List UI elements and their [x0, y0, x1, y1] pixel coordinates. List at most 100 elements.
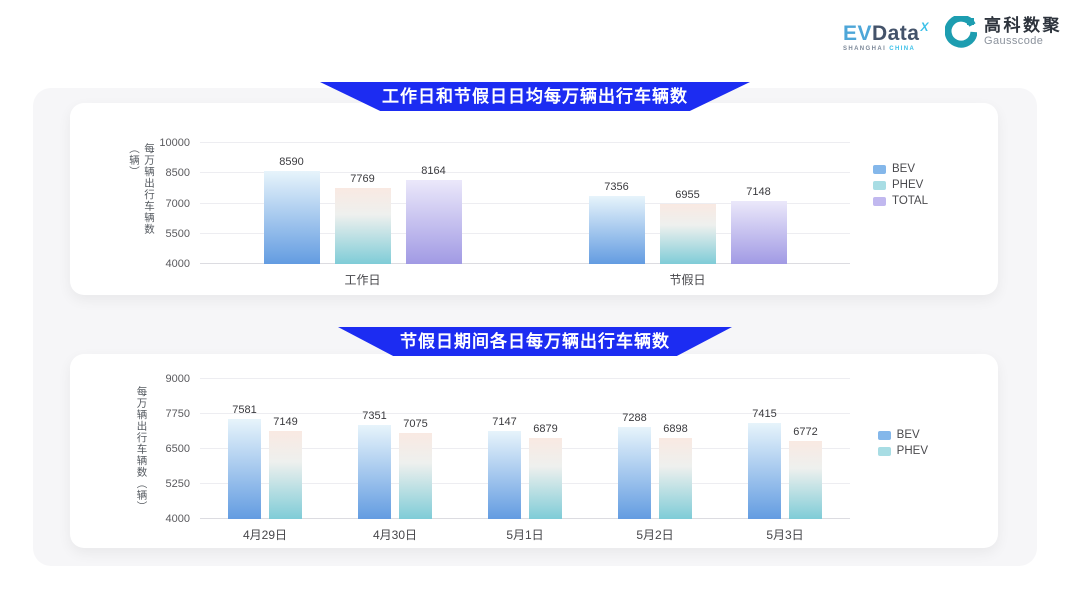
- bar-value-label: 6955: [675, 189, 700, 202]
- y-tick-label: 7750: [165, 408, 190, 420]
- bar-cluster: 7351 7075: [358, 410, 432, 519]
- legend-label: BEV: [892, 163, 916, 175]
- x-axis-category-label: 4月30日: [372, 528, 418, 542]
- bar-groups: 7581 7149 4月29日 7351 7075 4月30日 7147 6879 5月1日 72…: [200, 404, 850, 542]
- bev-bar[interactable]: [358, 425, 391, 519]
- bar-cluster: 7147 6879: [488, 416, 562, 519]
- bar-with-label: 7288: [618, 412, 651, 519]
- y-tick-label: 4000: [165, 258, 190, 270]
- bar-value-label: 6879: [533, 423, 558, 436]
- legend-item-phev[interactable]: PHEV: [877, 445, 928, 457]
- gausscode-english-name: Gausscode: [984, 34, 1044, 47]
- bar-group: 7356 6955 7148 节假日: [588, 181, 787, 287]
- phev-bar[interactable]: [269, 430, 302, 519]
- gridline: [200, 263, 850, 264]
- gausscode-text: 高科数聚 Gausscode: [984, 16, 1062, 48]
- phev-bar[interactable]: [529, 438, 562, 519]
- bar-with-label: 7147: [488, 416, 521, 519]
- bar-with-label: 7356: [588, 181, 645, 264]
- bar-group: 7288 6898 5月2日: [618, 412, 692, 542]
- legend: BEV PHEV: [877, 429, 928, 457]
- total-bar[interactable]: [730, 200, 787, 264]
- plot-area: 9000 7750 6500 5250 4000 7581 7149 4月29日 7351 707…: [166, 373, 850, 542]
- gridline: [200, 142, 850, 143]
- phev-bar[interactable]: [659, 437, 692, 519]
- y-tick-label: 8500: [165, 167, 190, 180]
- y-tick-label: 7000: [165, 197, 190, 210]
- phev-bar[interactable]: [399, 432, 432, 519]
- y-axis-title-text: 每万辆出行车辆数（辆）: [128, 143, 155, 235]
- y-tick-label: 4000: [165, 513, 190, 525]
- bar-value-label: 8164: [421, 165, 446, 178]
- evdata-x-icon: X: [920, 20, 929, 34]
- evdata-ev-text: EV: [842, 22, 872, 45]
- chart-title-banner-daily-average: 工作日和节假日日均每万辆出行车辆数: [320, 82, 750, 111]
- header-logos: EVDataX SHANGHAI CHINA 高科数聚 Gausscode: [843, 16, 1062, 52]
- gridline: [200, 378, 850, 379]
- phev-bar[interactable]: [789, 441, 822, 519]
- legend-item-bev[interactable]: BEV: [873, 163, 928, 175]
- gridline: [200, 413, 850, 414]
- bar-value-label: 7351: [362, 410, 387, 423]
- gridline: [200, 518, 850, 519]
- bar-value-label: 7075: [403, 417, 428, 430]
- evdata-data-text: Data: [871, 22, 920, 45]
- phev-bar[interactable]: [659, 204, 716, 264]
- phev-bar[interactable]: [334, 188, 391, 264]
- y-tick-label: 6500: [165, 443, 190, 455]
- bar-value-label: 7147: [492, 415, 517, 428]
- bar-with-label: 7149: [269, 416, 302, 519]
- x-axis-category-label: 5月3日: [766, 528, 804, 542]
- bar-with-label: 8164: [405, 165, 462, 264]
- y-axis-title: 每万辆出行车辆数（辆）: [134, 379, 150, 519]
- total-bar[interactable]: [405, 180, 462, 264]
- bar-value-label: 7769: [350, 173, 375, 185]
- bar-with-label: 7769: [334, 173, 391, 264]
- legend-label: PHEV: [896, 445, 928, 457]
- legend-swatch: [877, 430, 891, 440]
- bar-with-label: 7415: [748, 408, 781, 519]
- bar-value-label: 7148: [746, 185, 771, 198]
- gausscode-mark-icon: [945, 16, 977, 48]
- bar-value-label: 6772: [793, 426, 818, 439]
- bar-cluster: 7288 6898: [618, 412, 692, 519]
- bar-with-label: 6879: [529, 423, 562, 519]
- x-axis-category-label: 5月2日: [636, 528, 674, 542]
- bar-with-label: 6898: [659, 423, 692, 519]
- bar-group: 7415 6772 5月3日: [748, 408, 822, 542]
- bar-value-label: 7581: [232, 403, 257, 416]
- y-tick-label: 5500: [165, 227, 190, 240]
- chart-card-daily-average: 每万辆出行车辆数（辆） 10000 8500 7000 5500 4000 8590 7769…: [70, 103, 998, 295]
- legend-item-total[interactable]: TOTAL: [873, 195, 928, 207]
- bar-with-label: 6955: [659, 189, 716, 264]
- evdata-subtitle-left: SHANGHAI: [842, 46, 887, 52]
- bar-value-label: 6898: [663, 422, 688, 435]
- x-axis-category-label: 节假日: [669, 273, 706, 287]
- bev-bar[interactable]: [588, 196, 645, 264]
- legend-item-bev[interactable]: BEV: [877, 429, 928, 441]
- bar-cluster: 7356 6955 7148: [588, 181, 787, 264]
- bev-bar[interactable]: [488, 430, 521, 519]
- bar-groups: 8590 7769 8164 工作日 7356 6955 7148 节假日: [200, 156, 850, 287]
- bev-bar[interactable]: [618, 426, 651, 519]
- legend-label: PHEV: [892, 179, 924, 191]
- bar-with-label: 7148: [730, 185, 787, 264]
- bev-bar[interactable]: [263, 171, 320, 264]
- legend-item-phev[interactable]: PHEV: [873, 179, 928, 191]
- bev-bar[interactable]: [228, 418, 261, 519]
- bar-with-label: 6772: [789, 426, 822, 519]
- bar-with-label: 7581: [228, 404, 261, 519]
- chart-title: 节假日期间各日每万辆出行车辆数: [400, 332, 670, 351]
- gridline: [200, 483, 850, 484]
- y-tick-label: 9000: [165, 373, 190, 385]
- gridline: [200, 448, 850, 449]
- evdata-subtitle-right: CHINA: [889, 46, 916, 52]
- legend-swatch: [877, 446, 891, 456]
- x-axis-category-label: 5月1日: [506, 528, 544, 542]
- bar-value-label: 7415: [752, 408, 777, 421]
- y-axis-title-text: 每万辆出行车辆数（辆）: [135, 385, 148, 513]
- x-axis-category-label: 工作日: [344, 273, 381, 287]
- bev-bar[interactable]: [748, 423, 781, 519]
- legend-swatch: [873, 196, 886, 206]
- bar-with-label: 7075: [399, 418, 432, 519]
